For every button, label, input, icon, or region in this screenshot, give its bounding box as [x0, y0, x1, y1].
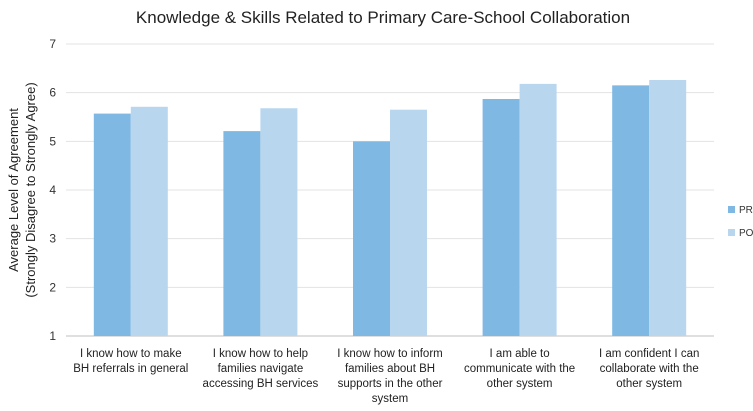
bar-po-3 — [390, 109, 427, 336]
y-axis-label: Average Level of Agreement (Strongly Disa… — [6, 82, 38, 297]
y-tick-label: 3 — [49, 232, 56, 246]
x-axis-categories: I know how to make BH referrals in genera… — [73, 348, 699, 405]
y-tick-label: 5 — [49, 134, 56, 148]
legend-swatch-po — [728, 229, 735, 236]
legend: PR PO — [728, 205, 753, 239]
bar-pr-5 — [612, 85, 650, 336]
bar-pr-1 — [93, 113, 131, 337]
bar-pr-4 — [482, 98, 520, 336]
y-tick-label: 6 — [49, 86, 56, 100]
bars — [93, 80, 687, 337]
bar-po-2 — [260, 108, 298, 337]
bar-po-4 — [519, 83, 557, 336]
y-axis-ticks: 1 2 3 4 5 6 7 — [49, 37, 56, 343]
legend-label-pr: PR — [739, 205, 753, 216]
bar-po-5 — [649, 80, 687, 336]
y-axis-label-line: Average Level of Agreement — [6, 108, 21, 272]
y-tick-label: 7 — [49, 37, 56, 51]
legend-label-po: PO — [739, 228, 753, 239]
y-tick-label: 1 — [49, 329, 56, 343]
chart-title: Knowledge & Skills Related to Primary Ca… — [136, 8, 630, 27]
bar-pr-3 — [353, 141, 390, 336]
bar-pr-2 — [223, 131, 261, 336]
x-category-label: I am confident I can collaborate with the… — [599, 348, 699, 390]
x-category-label: I know how to help families navigate acces… — [203, 348, 319, 390]
y-tick-label: 4 — [49, 183, 56, 197]
x-category-label: I am able to communicate with the other sy… — [464, 348, 575, 390]
x-category-label: I know how to make BH referrals in genera… — [73, 348, 188, 375]
bar-po-1 — [130, 106, 168, 336]
legend-swatch-pr — [728, 206, 735, 213]
x-category-label: I know how to inform families about BH sup… — [337, 348, 442, 405]
y-tick-label: 2 — [49, 280, 56, 294]
y-axis-label-line: (Strongly Disagree to Strongly Agree) — [23, 82, 38, 297]
